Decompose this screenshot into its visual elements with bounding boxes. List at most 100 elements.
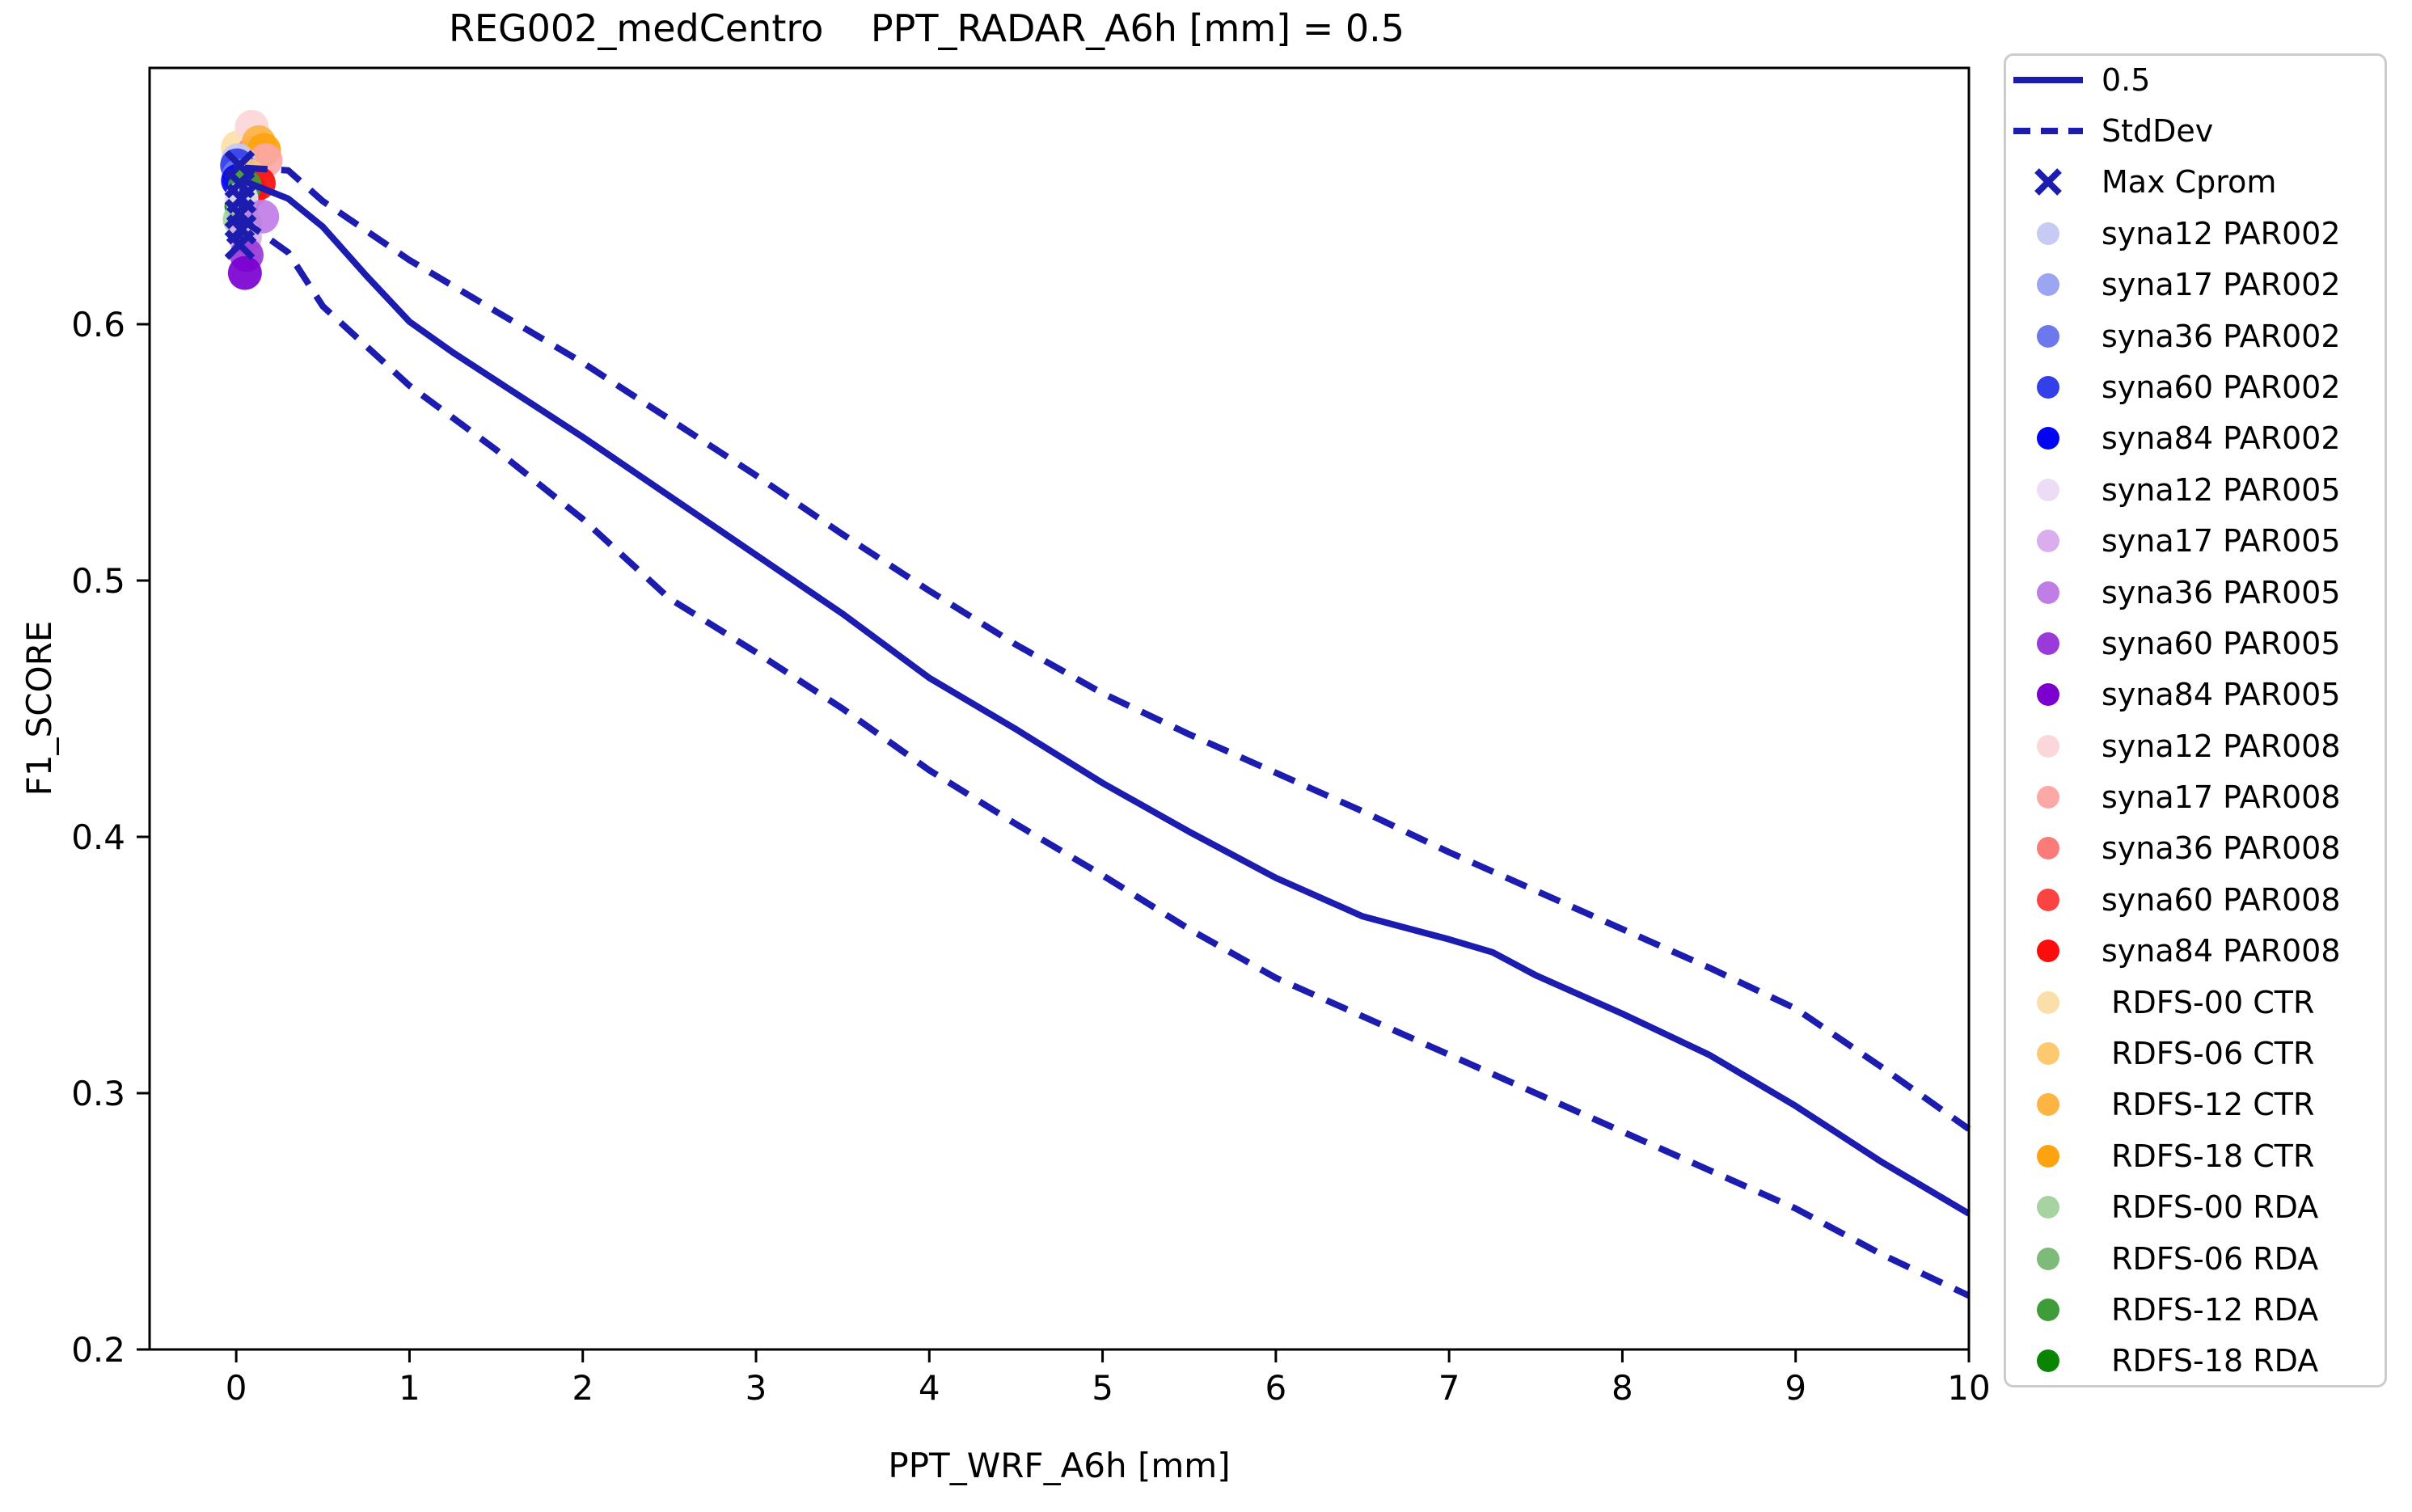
legend-dot-icon (2006, 420, 2090, 456)
scatter-dot-syna84-par005 (227, 256, 262, 290)
legend-item: syna60 PAR005 (2006, 618, 2385, 669)
legend-item: syna17 PAR008 (2006, 771, 2385, 822)
legend-dot-icon (2006, 729, 2090, 764)
y-tick-label: 0.5 (71, 561, 125, 601)
legend-dot-icon (2006, 1189, 2090, 1225)
legend-dot-icon (2006, 216, 2090, 251)
legend-item: RDFS-12 RDA (2006, 1284, 2385, 1335)
x-axis-label: PPT_WRF_A6h [mm] (888, 1446, 1231, 1485)
legend-item: RDFS-18 CTR (2006, 1130, 2385, 1181)
legend-item-label: RDFS-00 CTR (2102, 984, 2315, 1020)
y-tick-label: 0.2 (71, 1330, 125, 1370)
legend-dot-icon (2006, 472, 2090, 508)
legend-x-marker-icon (2006, 164, 2090, 200)
legend-dot-icon (2006, 830, 2090, 866)
legend-dot-icon (2006, 882, 2090, 918)
x-tick-label: 9 (1785, 1368, 1806, 1408)
x-tick-label: 5 (1092, 1368, 1113, 1408)
y-axis-label: F1_SCORE (19, 620, 59, 796)
legend-item: RDFS-12 CTR (2006, 1079, 2385, 1130)
legend-item: RDFS-06 RDA (2006, 1233, 2385, 1284)
legend-item-label: RDFS-12 CTR (2102, 1087, 2315, 1123)
legend-item-label: syna84 PAR008 (2102, 933, 2341, 969)
legend-item-label: RDFS-18 CTR (2102, 1138, 2315, 1174)
legend-item-label: StdDev (2102, 113, 2214, 149)
legend-item: syna12 PAR002 (2006, 208, 2385, 259)
legend-item: syna84 PAR005 (2006, 669, 2385, 720)
x-tick-label: 8 (1612, 1368, 1633, 1408)
legend-dot-icon (2006, 523, 2090, 559)
legend-dot-icon (2006, 779, 2090, 815)
chart-title: REG002_medCentro PPT_RADAR_A6h [mm] = 0.… (448, 6, 1405, 50)
legend-item: syna36 PAR002 (2006, 310, 2385, 361)
legend-dot-icon (2006, 370, 2090, 405)
legend-item: syna12 PAR005 (2006, 464, 2385, 515)
legend-item-label: RDFS-06 CTR (2102, 1036, 2315, 1072)
legend-item: syna17 PAR002 (2006, 259, 2385, 310)
legend-item-label: syna84 PAR005 (2102, 677, 2341, 713)
legend-item-label: syna60 PAR005 (2102, 625, 2341, 661)
legend-item: syna36 PAR008 (2006, 823, 2385, 874)
y-tick-label: 0.4 (71, 817, 125, 857)
stddev-line (244, 164, 1971, 1132)
x-tick-label: 0 (226, 1368, 247, 1408)
legend-dot-icon (2006, 677, 2090, 712)
legend-dot-icon (2006, 1138, 2090, 1174)
legend-dot-icon (2006, 575, 2090, 610)
legend-item: RDFS-00 RDA (2006, 1182, 2385, 1233)
legend-item-label: 0.5 (2102, 61, 2151, 98)
legend-item: RDFS-06 CTR (2006, 1028, 2385, 1079)
legend-item: syna60 PAR008 (2006, 874, 2385, 925)
legend-dashed-line-icon (2006, 113, 2090, 149)
legend-dot-icon (2006, 933, 2090, 969)
y-tick-label: 0.6 (71, 305, 125, 344)
x-tick-label: 7 (1438, 1368, 1460, 1408)
legend-item: syna17 PAR005 (2006, 515, 2385, 566)
legend-item-label: syna36 PAR002 (2102, 318, 2341, 354)
legend-item: StdDev (2006, 105, 2385, 156)
legend-dot-icon (2006, 1343, 2090, 1379)
legend-item-label: syna17 PAR008 (2102, 779, 2341, 816)
legend-item: syna84 PAR002 (2006, 413, 2385, 464)
legend-item-label: syna60 PAR008 (2102, 881, 2341, 918)
axes-frame (148, 66, 1971, 1351)
legend-item-label: syna17 PAR002 (2102, 267, 2341, 303)
legend-dot-icon (2006, 626, 2090, 661)
legend-item-label: syna12 PAR005 (2102, 471, 2341, 508)
legend-item-label: syna17 PAR005 (2102, 523, 2341, 560)
legend-dot-icon (2006, 267, 2090, 302)
legend-item: syna36 PAR005 (2006, 567, 2385, 618)
legend-item-label: RDFS-00 RDA (2102, 1189, 2319, 1226)
legend-item: syna12 PAR008 (2006, 720, 2385, 771)
x-tick-label: 10 (1947, 1368, 1990, 1408)
legend-dot-icon (2006, 1036, 2090, 1071)
legend-item-label: syna12 PAR002 (2102, 215, 2341, 251)
x-tick-label: 3 (746, 1368, 767, 1408)
legend-item-label: Max Cprom (2102, 164, 2277, 201)
legend-solid-line-icon (2006, 62, 2090, 98)
legend-dot-icon (2006, 1241, 2090, 1277)
legend-item-label: syna60 PAR002 (2102, 369, 2341, 405)
max-cprom-marker (224, 229, 256, 260)
legend-dot-icon (2006, 319, 2090, 354)
legend-item-label: syna36 PAR005 (2102, 574, 2341, 610)
mean-line (236, 177, 1971, 1217)
legend-dot-icon (2006, 985, 2090, 1020)
legend-item-label: syna84 PAR002 (2102, 420, 2341, 457)
legend-item-label: RDFS-12 RDA (2102, 1291, 2319, 1328)
x-tick-label: 6 (1265, 1368, 1286, 1408)
x-tick-label: 2 (572, 1368, 593, 1408)
legend-item: RDFS-18 RDA (2006, 1336, 2385, 1387)
legend-dot-icon (2006, 1292, 2090, 1328)
legend-item-label: RDFS-06 RDA (2102, 1240, 2319, 1277)
legend-item-label: RDFS-18 RDA (2102, 1343, 2319, 1379)
stddev-line (239, 216, 1971, 1299)
x-tick-label: 4 (919, 1368, 940, 1408)
x-tick-label: 1 (399, 1368, 420, 1408)
legend-dot-icon (2006, 1087, 2090, 1122)
legend-item: syna84 PAR008 (2006, 926, 2385, 977)
legend-item: Max Cprom (2006, 157, 2385, 208)
legend-item: syna60 PAR002 (2006, 361, 2385, 412)
